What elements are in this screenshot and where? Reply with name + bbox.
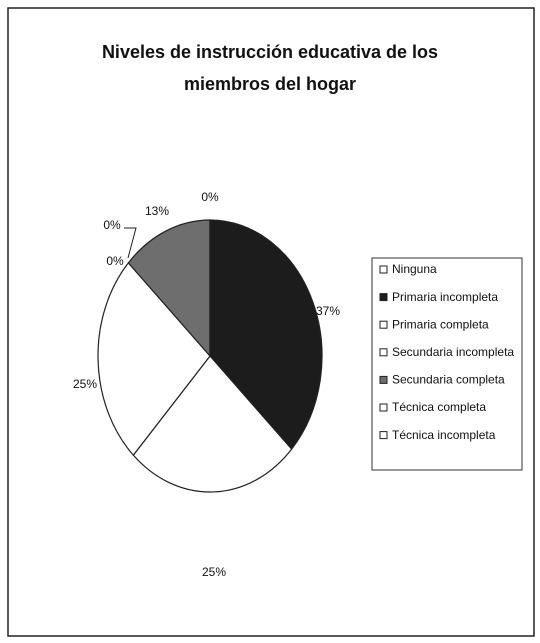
pie-slice [209, 219, 323, 451]
legend-label: Secundaria incompleta [392, 345, 514, 359]
legend-swatch [379, 403, 388, 412]
chart-frame [7, 7, 535, 637]
legend-swatch [379, 431, 388, 440]
pie-slice [127, 219, 211, 358]
data-label: 37% [316, 304, 340, 318]
legend-label: Primaria incompleta [392, 290, 498, 304]
data-label: 25% [202, 565, 226, 579]
legend-swatch [379, 293, 388, 302]
legend-swatch [379, 265, 388, 274]
data-label: 0% [201, 190, 219, 204]
chart-title: Niveles de instrucción educativa de los … [101, 42, 439, 94]
leader-line [124, 227, 137, 259]
legend-label: Técnica completa [392, 400, 486, 414]
data-label: 0% [106, 254, 124, 268]
pie-slice [132, 355, 293, 493]
legend-label: Técnica incompleta [392, 428, 496, 442]
data-label: 13% [145, 204, 169, 218]
legend-box [371, 257, 523, 471]
legend-label: Primaria completa [392, 317, 489, 331]
legend-swatch [379, 348, 388, 357]
legend-swatch [379, 320, 388, 329]
data-label: 0% [103, 218, 121, 232]
data-label: 25% [73, 377, 97, 391]
legend-swatch [379, 375, 388, 384]
pie-slice [97, 261, 211, 457]
legend-label: Ninguna [392, 262, 437, 276]
legend-label: Secundaria completa [392, 373, 505, 387]
